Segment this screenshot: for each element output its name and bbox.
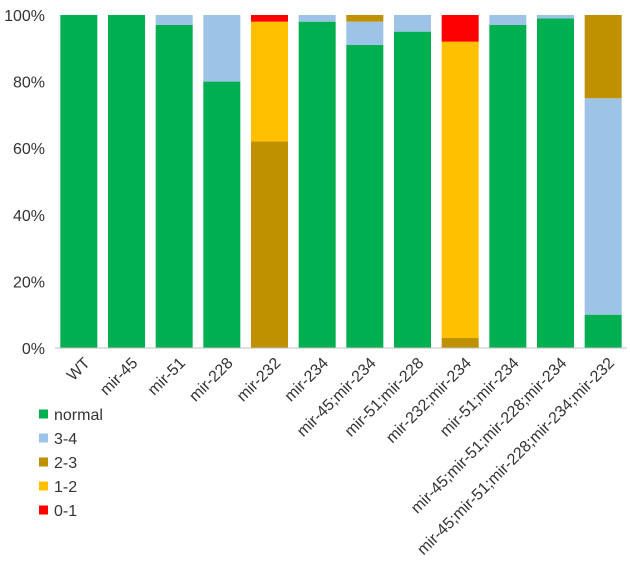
y-tick-label: 100% — [4, 8, 45, 25]
y-tick-label: 40% — [13, 208, 45, 225]
y-tick-label: 20% — [13, 274, 45, 291]
bar-segment — [346, 21, 384, 45]
legend-swatch — [39, 505, 48, 515]
bar-segment — [489, 15, 527, 25]
legend-swatch — [39, 457, 48, 467]
bar-segment — [251, 15, 288, 22]
legend-item: 2-3 — [39, 455, 77, 472]
legend-label: 1-2 — [54, 479, 77, 496]
legend-label: normal — [54, 407, 103, 424]
bar-segment — [108, 15, 145, 348]
y-tick-label: 60% — [13, 141, 45, 158]
legend: normal 3-4 2-3 1-2 0-1 — [39, 407, 103, 520]
bar-segment — [251, 141, 288, 348]
y-tick-label: 0% — [22, 341, 45, 358]
bar-segment — [298, 15, 336, 22]
legend-swatch — [39, 433, 48, 443]
legend-label: 3-4 — [54, 431, 77, 448]
bar-segment — [441, 15, 479, 42]
bar-segment — [441, 338, 479, 348]
bar-segment — [60, 15, 98, 348]
bar-segment — [298, 21, 336, 348]
legend-item: 3-4 — [39, 431, 77, 448]
x-category-label: mir-232 — [234, 355, 284, 405]
x-labels-layer: WT mir-45 mir-51mir-228mir-232mir-234mir-4… — [64, 355, 618, 559]
legend-label: 2-3 — [54, 455, 77, 472]
bar-segment — [537, 15, 574, 19]
legend-label: 0-1 — [54, 503, 77, 520]
bar-segment — [394, 15, 431, 32]
bar-segment — [441, 41, 479, 339]
legend-item: 0-1 — [39, 503, 77, 520]
bar-segment — [584, 98, 622, 315]
y-ticks-layer: 0% 20% 40% 60% 80% 100% — [4, 8, 45, 358]
bar-segment — [155, 15, 193, 25]
bars-layer — [60, 15, 622, 349]
bar-segment — [346, 44, 384, 348]
y-tick-label: 80% — [13, 75, 45, 92]
bar-segment — [537, 18, 574, 349]
legend-swatch — [39, 409, 48, 419]
bar-segment — [251, 21, 288, 142]
bar-segment — [584, 15, 622, 99]
bar-segment — [203, 81, 241, 348]
x-category-label: mir-228 — [186, 355, 236, 405]
bar-segment — [155, 24, 193, 349]
legend-item: 1-2 — [39, 479, 77, 496]
x-category-label: mir-51 — [145, 355, 189, 399]
legend-swatch — [39, 481, 48, 491]
bar-segment — [346, 15, 384, 22]
bar-segment — [584, 314, 622, 348]
bar-segment — [203, 15, 241, 82]
bar-segment — [394, 31, 431, 349]
bar-segment — [489, 24, 527, 349]
legend-item: normal — [39, 407, 103, 424]
x-category-label: mir-232;mir-234 — [383, 355, 475, 447]
x-category-label: mir-45 — [97, 355, 141, 399]
x-category-label: WT — [64, 355, 94, 385]
